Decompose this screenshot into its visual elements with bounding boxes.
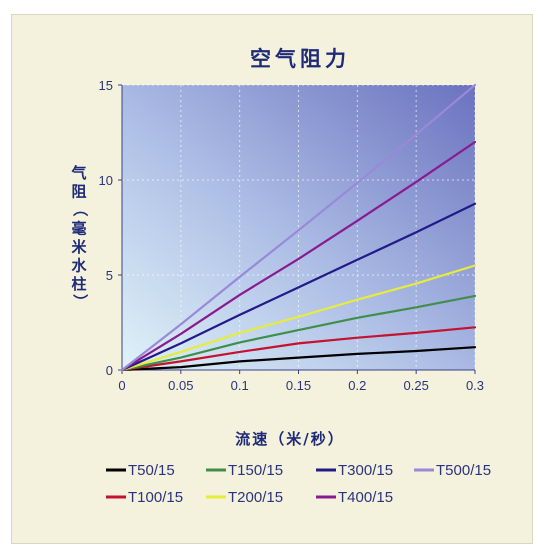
- y-tick-label: 10: [99, 173, 113, 188]
- series-lines: [120, 83, 477, 372]
- x-tick-label: 0.05: [168, 378, 193, 393]
- y-axis-label-char: ）: [71, 294, 89, 311]
- y-axis-label-char: （: [71, 201, 89, 218]
- y-axis-label-char: 阻: [71, 183, 88, 201]
- x-axis-label: 流速（米/秒）: [235, 430, 344, 448]
- series-line-t150-15: [120, 294, 477, 372]
- grid-lines: [122, 84, 476, 370]
- x-tick-label: 0.2: [348, 378, 366, 393]
- legend: T50/15 T150/15 T300/15 T500/15 T100/15 T200/1…: [106, 462, 491, 506]
- legend-item: T150/15: [206, 462, 283, 479]
- legend-item: T400/15: [316, 489, 393, 506]
- legend-label: T200/15: [228, 489, 283, 506]
- plot-area: [122, 85, 475, 370]
- y-axis-label-char: 气: [70, 164, 88, 182]
- x-tick-label: 0.25: [404, 378, 429, 393]
- y-tick-label: 0: [106, 363, 113, 378]
- chart-title: 空气阻力: [250, 47, 350, 71]
- y-axis-label-char: 米: [71, 238, 88, 256]
- series-line-t100-15: [120, 326, 477, 372]
- legend-item: T500/15: [414, 462, 491, 479]
- y-tick-label: 15: [99, 78, 113, 93]
- series-line-t300-15: [120, 202, 477, 372]
- y-axis-label-char: 柱: [71, 275, 88, 293]
- legend-item: T200/15: [206, 489, 283, 506]
- y-axis-label-char: 毫: [71, 220, 88, 238]
- series-line-t500-15: [120, 83, 477, 372]
- y-tick-label: 5: [106, 268, 113, 283]
- series-line-t400-15: [120, 140, 477, 372]
- legend-label: T100/15: [128, 489, 183, 506]
- legend-label: T50/15: [128, 462, 175, 479]
- legend-label: T400/15: [338, 489, 393, 506]
- x-tick-label: 0.1: [231, 378, 249, 393]
- legend-item: T50/15: [106, 462, 175, 479]
- y-axis-label-char: 水: [71, 257, 88, 275]
- legend-item: T300/15: [316, 462, 393, 479]
- axes: 0 0.05 0.1 0.15 0.2 0.25 0.3 0 5 10 15: [99, 78, 485, 393]
- x-tick-label: 0: [118, 378, 125, 393]
- legend-item: T100/15: [106, 489, 183, 506]
- legend-label: T300/15: [338, 462, 393, 479]
- series-line-t200-15: [120, 264, 477, 372]
- series-line-t50-15: [120, 346, 477, 372]
- x-tick-label: 0.15: [286, 378, 311, 393]
- legend-label: T500/15: [436, 462, 491, 479]
- x-tick-label: 0.3: [466, 378, 484, 393]
- legend-label: T150/15: [228, 462, 283, 479]
